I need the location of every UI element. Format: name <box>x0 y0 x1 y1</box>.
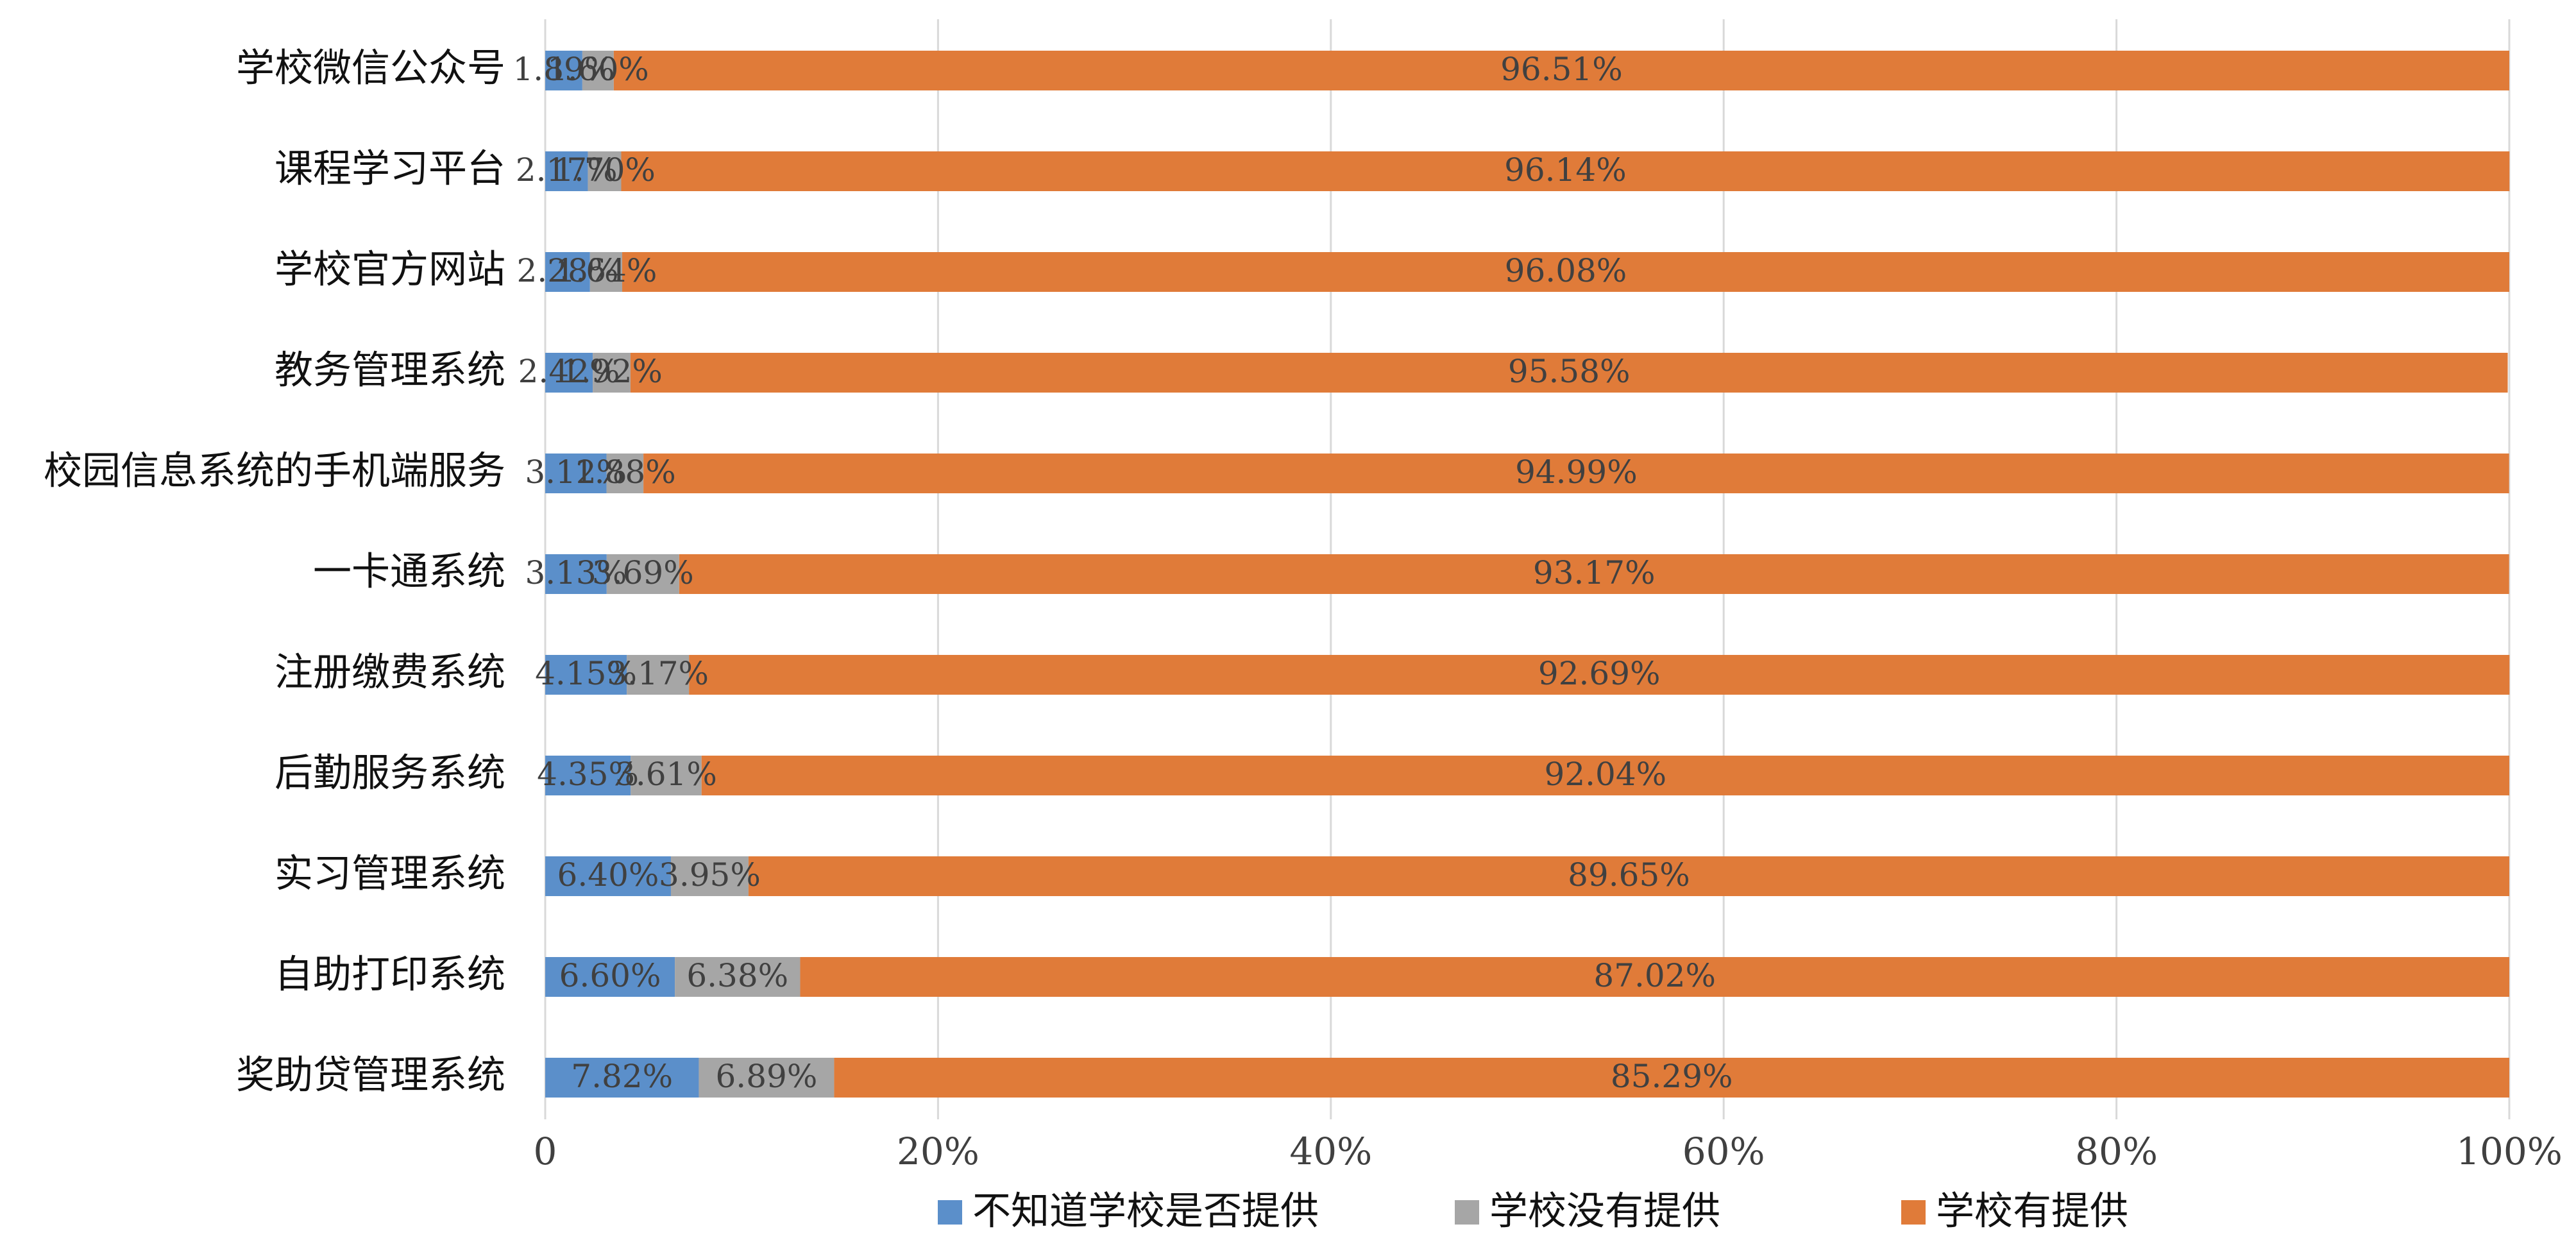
data-label: 3.17% <box>607 655 709 692</box>
bar-segment <box>679 554 2509 594</box>
data-label: 3.61% <box>615 756 717 793</box>
data-label: 94.99% <box>1515 454 1638 491</box>
data-label: 96.08% <box>1505 252 1627 289</box>
bar-segment <box>689 655 2510 695</box>
data-labels: 1.89%1.60% 96.51% 2.17%1.70% 96.14% 2.28%1.6… <box>513 51 1733 1095</box>
data-label: 1.92% <box>561 353 663 390</box>
data-label: 89.65% <box>1568 856 1690 894</box>
bar-segment <box>606 554 679 594</box>
bar-segment <box>622 252 2510 292</box>
bar-segment <box>670 856 749 896</box>
category-label: 校园信息系统的手机端服务 <box>44 449 505 494</box>
bar-segment <box>748 856 2509 896</box>
bar-segment <box>593 353 631 393</box>
data-label: 7.82% <box>571 1058 673 1095</box>
category-label: 学校官方网站 <box>275 248 505 293</box>
data-label: 6.38% <box>686 957 788 994</box>
x-tick-label: 60% <box>1682 1130 1765 1173</box>
x-tick-label: 100% <box>2456 1130 2563 1173</box>
x-axis-tick-labels: 0 20% 40% 60% 80% 100% <box>534 1130 2563 1173</box>
data-label: 93.17% <box>1533 554 1656 591</box>
data-label: 2.17% <box>516 151 618 189</box>
bar-segment <box>627 655 690 695</box>
data-label: 1.64% <box>555 252 657 289</box>
data-label: 3.12% <box>525 454 627 491</box>
category-label: 自助打印系统 <box>275 953 505 997</box>
data-label: 2.28% <box>516 252 618 289</box>
bar-segment <box>589 252 623 292</box>
bar-segment <box>699 1058 835 1098</box>
category-label: 奖助贷管理系统 <box>236 1053 505 1098</box>
data-label: 2.42% <box>518 353 620 390</box>
data-label: 1.89% <box>513 51 615 88</box>
data-label: 3.69% <box>592 554 694 591</box>
bar-segment <box>545 554 607 594</box>
bar-segment <box>545 252 590 292</box>
data-label: 4.35% <box>537 756 639 793</box>
x-tick-label: 20% <box>897 1130 979 1173</box>
data-label: 6.89% <box>716 1058 818 1095</box>
bar-segment <box>545 856 671 896</box>
bar-segment <box>545 756 631 795</box>
category-labels: 学校微信公众号课程学习平台学校官方网站教务管理系统校园信息系统的手机端服务一卡通… <box>44 46 505 1098</box>
legend-swatch <box>938 1200 962 1225</box>
bar-segment <box>545 151 588 191</box>
bar-segment <box>613 51 2509 90</box>
bar-segment <box>545 957 675 997</box>
category-label: 一卡通系统 <box>313 550 505 595</box>
data-label: 3.95% <box>659 856 761 894</box>
data-label: 85.29% <box>1611 1058 1733 1095</box>
bar-segment <box>545 655 627 695</box>
bar-segment <box>588 151 622 191</box>
data-label: 92.04% <box>1545 756 1667 793</box>
data-label: 1.60% <box>547 51 649 88</box>
bar-segment <box>545 1058 699 1098</box>
category-label: 学校微信公众号 <box>236 46 505 91</box>
legend-label: 学校有提供 <box>1936 1189 2128 1234</box>
legend-swatch <box>1901 1200 1926 1225</box>
bar-segment <box>621 151 2510 191</box>
data-label: 3.13% <box>525 554 627 591</box>
bar-segment <box>545 454 607 493</box>
category-label: 实习管理系统 <box>275 852 505 897</box>
data-label: 6.40% <box>557 856 659 894</box>
data-label: 96.14% <box>1504 151 1627 189</box>
data-label: 1.70% <box>554 151 656 189</box>
bar-segment <box>631 756 702 795</box>
x-tick-label: 0 <box>534 1130 557 1173</box>
legend-label: 不知道学校是否提供 <box>972 1189 1319 1234</box>
category-label: 教务管理系统 <box>275 348 505 393</box>
data-label: 1.88% <box>574 454 676 491</box>
bar-segment <box>582 51 614 90</box>
x-tick-label: 40% <box>1289 1130 1372 1173</box>
category-label: 后勤服务系统 <box>275 751 505 796</box>
data-label: 87.02% <box>1593 957 1716 994</box>
bars <box>545 51 2510 1098</box>
legend-label: 学校没有提供 <box>1489 1189 1720 1234</box>
bar-segment <box>545 353 593 393</box>
data-label: 92.69% <box>1538 655 1661 692</box>
data-label: 96.51% <box>1500 51 1623 88</box>
x-tick-label: 80% <box>2075 1130 2158 1173</box>
bar-segment <box>545 51 582 90</box>
data-label: 6.60% <box>559 957 661 994</box>
legend: 不知道学校是否提供 学校没有提供 学校有提供 <box>938 1189 2128 1234</box>
data-label: 4.15% <box>535 655 637 692</box>
bar-segment <box>800 957 2509 997</box>
bar-segment <box>701 756 2509 795</box>
bar-segment <box>643 454 2509 493</box>
data-label: 95.58% <box>1508 353 1631 390</box>
category-label: 注册缴费系统 <box>275 650 505 695</box>
category-label: 课程学习平台 <box>275 147 505 192</box>
bar-segment <box>606 454 644 493</box>
bar-segment <box>675 957 801 997</box>
bar-segment <box>630 353 2508 393</box>
legend-swatch <box>1455 1200 1479 1225</box>
bar-segment <box>834 1058 2509 1098</box>
